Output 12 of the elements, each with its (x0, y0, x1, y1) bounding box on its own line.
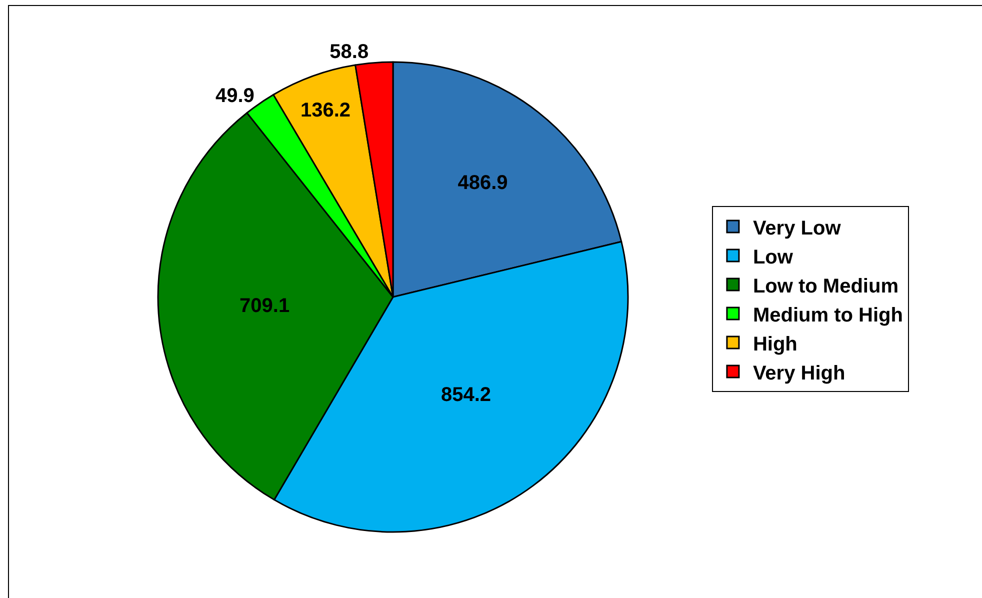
data-label: 486.9 (458, 172, 508, 194)
legend-label: Medium to High (752, 304, 903, 326)
legend-label: Low (752, 246, 794, 268)
legend-label: Very High (752, 362, 846, 384)
legend-label: High (752, 333, 798, 356)
data-label: 58.8 (330, 40, 369, 63)
data-label: 709.1 (240, 295, 290, 318)
legend-label: Low to Medium (752, 275, 898, 298)
legend-label: Very Low (752, 217, 842, 240)
data-label: 854.2 (440, 384, 492, 406)
data-label: 136.2 (300, 100, 351, 122)
data-label: 49.9 (215, 84, 254, 107)
